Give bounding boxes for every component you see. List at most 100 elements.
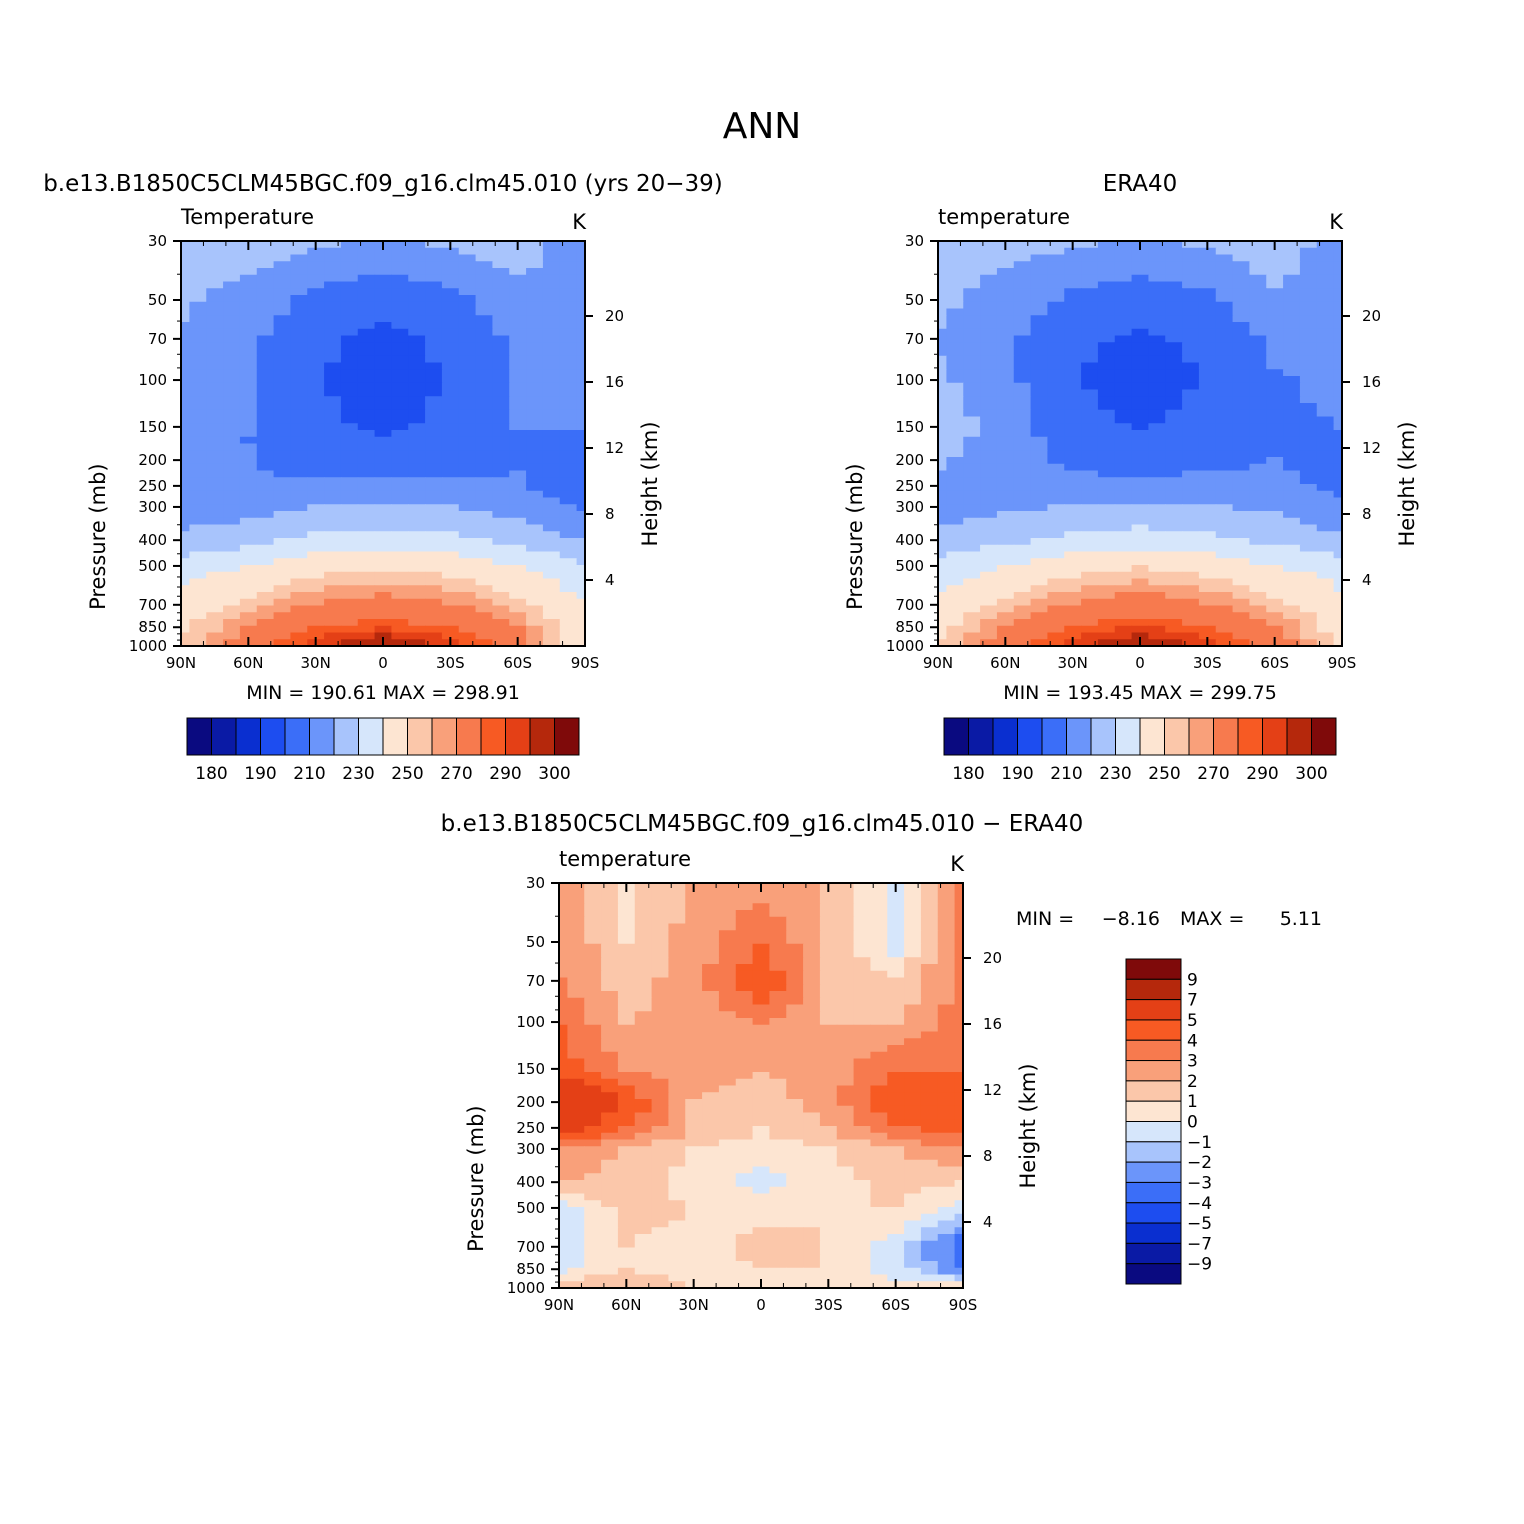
model-cell: [559, 281, 578, 289]
model-cell: [223, 355, 241, 364]
model-cell: [340, 538, 359, 546]
obs-cell: [1131, 484, 1150, 492]
model-cell: [559, 315, 578, 323]
obs-cell: [1064, 538, 1082, 546]
diff-cell: [702, 1132, 720, 1141]
diff-cell: [685, 1240, 703, 1249]
obs-cell: [1131, 457, 1150, 465]
model-cell: [223, 517, 241, 526]
obs-cell: [1266, 619, 1284, 627]
panel-obs-plot: [938, 241, 1342, 646]
model-cell: [324, 625, 342, 634]
diff-cell: [954, 1132, 963, 1141]
model-cell: [408, 544, 426, 553]
diff-cell: [584, 1045, 602, 1053]
model-cell: [509, 592, 527, 600]
colorbar-label: 180: [195, 764, 227, 784]
diff-cell: [651, 1099, 670, 1107]
diff-cell: [735, 1058, 754, 1066]
obs-cell: [1047, 430, 1065, 438]
diff-cell: [803, 1267, 821, 1276]
obs-cell: [1114, 592, 1133, 600]
diff-cell: [786, 1234, 804, 1242]
model-cell: [256, 450, 275, 458]
model-cell: [307, 450, 325, 458]
model-cell: [256, 571, 275, 580]
obs-cell: [1283, 409, 1301, 418]
obs-cell: [1148, 403, 1166, 411]
diff-cell: [786, 923, 804, 931]
obs-cell: [946, 403, 964, 411]
diff-cell: [904, 1112, 922, 1120]
obs-cell: [1266, 268, 1284, 276]
diff-cell: [559, 1119, 569, 1127]
obs-cell: [1097, 457, 1116, 465]
obs-cell: [946, 450, 964, 458]
colorbar-label: 270: [1197, 764, 1229, 784]
model-cell: [492, 517, 510, 526]
obs-cell: [1333, 396, 1342, 404]
model-cell: [181, 274, 191, 283]
diff-cell: [617, 889, 636, 898]
obs-cell: [1215, 382, 1234, 391]
diff-cell: [853, 937, 872, 945]
diff-cell: [685, 916, 703, 925]
obs-cell: [1316, 328, 1335, 337]
model-cell: [408, 342, 426, 350]
diff-cell: [685, 1274, 703, 1282]
model-cell: [408, 241, 426, 249]
model-cell: [475, 261, 494, 269]
model-cell: [181, 409, 191, 418]
diff-cell: [685, 1220, 703, 1228]
model-cell: [307, 349, 325, 357]
obs-cell: [980, 571, 998, 580]
diff-cell: [718, 1112, 737, 1120]
model-cell: [408, 625, 426, 634]
model-cell: [542, 578, 561, 586]
colorbar-swatch: [186, 717, 212, 756]
diff-cell: [685, 1004, 703, 1012]
obs-cell: [963, 389, 981, 397]
diff-cell: [601, 1186, 619, 1195]
obs-cell: [1182, 511, 1200, 519]
model-cell: [408, 558, 426, 566]
diff-cell: [735, 1011, 754, 1019]
diff-cell: [769, 903, 787, 911]
obs-cell: [1148, 335, 1166, 343]
model-cell: [357, 470, 376, 478]
diff-cell: [567, 1173, 585, 1181]
diff-cell: [702, 1058, 720, 1066]
diff-cell: [567, 1058, 585, 1066]
model-cell: [509, 355, 527, 364]
model-cell: [425, 247, 443, 256]
model-cell: [576, 538, 585, 546]
diff-cell: [617, 937, 636, 945]
model-cell: [492, 396, 510, 404]
obs-cell: [938, 288, 948, 296]
obs-cell: [1097, 268, 1116, 276]
obs-cell: [1182, 355, 1200, 364]
obs-cell: [946, 369, 964, 377]
obs-cell: [1249, 544, 1267, 553]
model-cell: [324, 524, 342, 532]
model-cell: [239, 403, 258, 411]
obs-cell: [1283, 295, 1301, 303]
diff-cell: [584, 1254, 602, 1262]
diff-cell: [819, 1065, 838, 1073]
obs-cell: [1283, 477, 1301, 485]
model-cell: [239, 605, 258, 613]
diff-cell: [819, 1078, 838, 1087]
obs-cell: [1030, 605, 1049, 613]
model-cell: [273, 376, 292, 384]
model-cell: [206, 288, 224, 296]
diff-cell: [904, 1207, 922, 1215]
model-cell: [526, 558, 544, 566]
diff-cell: [803, 883, 821, 891]
model-cell: [542, 396, 561, 404]
diff-cell: [702, 1112, 720, 1120]
obs-cell: [1333, 571, 1342, 580]
model-cell: [458, 585, 477, 593]
obs-cell: [1266, 450, 1284, 458]
obs-cell: [1232, 376, 1251, 384]
